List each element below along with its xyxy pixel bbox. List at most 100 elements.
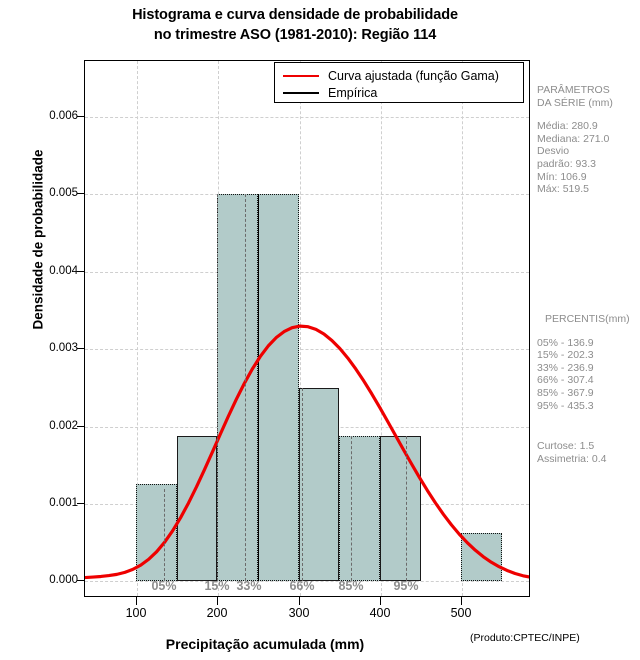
- gridline-vertical: [381, 61, 382, 596]
- gridline-vertical: [137, 61, 138, 596]
- percentile-row-label: 95% -: [537, 399, 565, 412]
- percentile-row-value: 236.9: [567, 361, 594, 374]
- percentile-marker-15: [217, 194, 218, 581]
- gamma-curve: [85, 324, 529, 580]
- histogram-bar: [380, 436, 421, 581]
- percentile-label-15: 15%: [204, 579, 230, 593]
- shape-statistics-panel: Curtose: 1.5 Assimetria: 0.4: [537, 440, 640, 465]
- percentile-row-label: 33% -: [537, 361, 565, 374]
- legend-item-fitted-curve: Curva ajustada (função Gama): [283, 67, 499, 84]
- percentile-marker-95: [406, 436, 407, 581]
- stat-max: Máx: 519.5: [537, 183, 640, 196]
- empirical-line: [258, 194, 259, 581]
- gridline-vertical: [300, 61, 301, 596]
- stats-header-line-2: DA SÉRIE (mm): [537, 96, 613, 109]
- gridline-horizontal: [85, 194, 529, 195]
- stat-max-value: 519.5: [562, 183, 589, 196]
- stat-mediana-value: 271.0: [583, 132, 610, 145]
- x-tick-mark: [380, 597, 381, 605]
- percentile-row-value: 202.3: [567, 349, 594, 362]
- stat-min-value: 106.9: [560, 170, 587, 183]
- y-tick-mark: [77, 426, 84, 427]
- percentile-marker-85: [351, 436, 352, 581]
- y-tick-label: 0.005: [49, 187, 78, 199]
- stat-assimetria: Assimetria: 0.4: [537, 453, 640, 466]
- stat-assimetria-value: 0.4: [591, 452, 607, 465]
- gridline-horizontal: [85, 117, 529, 118]
- line-swatch-icon: [283, 74, 319, 77]
- y-tick-label: 0.000: [49, 574, 78, 586]
- stats-spacer: [537, 109, 640, 120]
- stat-curtose-label: Curtose:: [537, 440, 577, 452]
- percentile-marker-33: [245, 194, 246, 581]
- percentile-row: 85% - 367.9: [537, 387, 640, 400]
- stat-media-value: 280.9: [571, 120, 598, 133]
- x-tick-mark: [136, 597, 137, 605]
- stat-desvio-label-2: padrão:: [537, 157, 573, 170]
- x-tick-mark: [461, 597, 462, 605]
- stat-curtose: Curtose: 1.5: [537, 440, 640, 453]
- percentile-label-95: 95%: [393, 579, 419, 593]
- stat-min-label: Mín:: [537, 170, 558, 183]
- title-line-2: no trimestre ASO (1981-2010): Região 114: [153, 27, 437, 43]
- x-axis-title: Precipitação acumulada (mm): [165, 636, 365, 652]
- percentile-row-value: 367.9: [567, 386, 594, 399]
- percentiles-panel: PERCENTIS(mm) 05% - 136.9 15% - 202.3 33…: [537, 313, 640, 412]
- x-tick-mark: [299, 597, 300, 605]
- stat-assimetria-label: Assimetria:: [537, 452, 589, 465]
- stat-desvio: padrão: 93.3: [537, 158, 640, 171]
- gridline-horizontal: [85, 272, 529, 273]
- histogram-bar: [339, 436, 380, 581]
- percentile-row-value: 435.3: [567, 399, 594, 412]
- stat-mediana: Mediana: 271.0: [537, 133, 640, 146]
- stat-desvio-value: 93.3: [575, 157, 596, 170]
- legend: Curva ajustada (função Gama) Empírica: [274, 62, 524, 103]
- y-axis-title: Densidade de probabilidade: [30, 149, 46, 330]
- y-tick-label: 0.006: [49, 110, 78, 122]
- stat-mediana-label: Mediana:: [537, 132, 581, 145]
- percentile-row: 05% - 136.9: [537, 337, 640, 350]
- x-tick-label: 500: [450, 606, 472, 620]
- legend-label: Curva ajustada (função Gama): [328, 68, 499, 83]
- stat-media-label: Média:: [537, 120, 569, 133]
- percentile-row: 33% - 236.9: [537, 362, 640, 375]
- percentiles-spacer: [537, 326, 640, 337]
- percentile-row-label: 15% -: [537, 349, 565, 362]
- stats-header-line-1: PARÂMETROS: [537, 84, 610, 96]
- percentile-label-05: 05%: [151, 579, 177, 593]
- gridline-horizontal: [85, 349, 529, 350]
- y-tick-label: 0.003: [49, 342, 78, 354]
- percentile-row-value: 307.4: [567, 374, 594, 387]
- x-tick-mark: [217, 597, 218, 605]
- series-parameters-panel: PARÂMETROS DA SÉRIE (mm) Média: 280.9 Me…: [537, 84, 640, 196]
- line-swatch-icon: [283, 91, 319, 94]
- percentile-row: 66% - 307.4: [537, 374, 640, 387]
- percentile-row: 95% - 435.3: [537, 400, 640, 413]
- legend-item-empirical: Empírica: [283, 84, 377, 101]
- stat-media: Média: 280.9: [537, 120, 640, 133]
- x-axis-credit: (Produto:CPTEC/INPE): [470, 632, 580, 644]
- percentile-marker-05: [164, 489, 165, 581]
- percentile-label-85: 85%: [338, 579, 364, 593]
- plot-area: 05% 15% 33% 66% 85% 95%: [84, 60, 530, 597]
- legend-label: Empírica: [328, 85, 378, 100]
- gridline-vertical: [462, 61, 463, 596]
- y-tick-mark: [77, 503, 84, 504]
- page-title: Histograma e curva densidade de probabil…: [60, 5, 530, 45]
- percentile-row: 15% - 202.3: [537, 349, 640, 362]
- y-tick-mark: [77, 116, 84, 117]
- gridline-horizontal: [85, 581, 529, 582]
- y-tick-label: 0.001: [49, 497, 78, 509]
- title-line-1: Histograma e curva densidade de probabil…: [132, 7, 458, 23]
- percentile-row-value: 136.9: [567, 336, 594, 349]
- percentile-label-66: 66%: [289, 579, 315, 593]
- y-tick-label: 0.002: [49, 420, 78, 432]
- y-tick-mark: [77, 580, 84, 581]
- stat-max-label: Máx:: [537, 183, 560, 196]
- x-tick-label: 400: [369, 606, 391, 620]
- percentile-row-label: 05% -: [537, 336, 565, 349]
- histogram-bar: [299, 388, 339, 581]
- stat-curtose-value: 1.5: [579, 440, 595, 452]
- x-tick-label: 300: [288, 606, 310, 620]
